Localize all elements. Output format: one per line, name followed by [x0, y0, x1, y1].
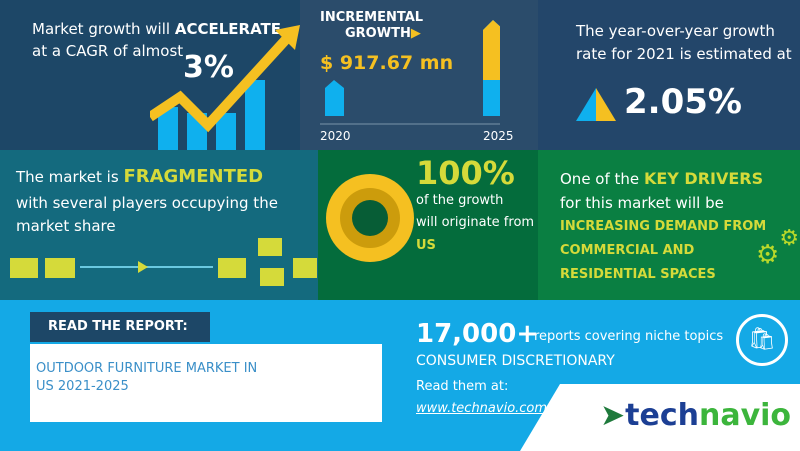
year-2020: 2020 — [320, 129, 351, 143]
reports-count-text: reports covering niche topics — [534, 329, 724, 344]
buildings-icon — [10, 238, 317, 286]
read-report-banner: READ THE REPORT: — [30, 312, 210, 342]
drivers-text-1: One of the KEY DRIVERS — [560, 169, 764, 188]
website-link[interactable]: www.technavio.com — [416, 401, 548, 416]
yoy-panel: The year-over-year growth rate for 2021 … — [538, 0, 800, 150]
fragmented-panel: The market is FRAGMENTED with several pl… — [0, 150, 318, 300]
year-2025: 2025 — [483, 129, 514, 143]
driver-line-2: COMMERCIAL AND — [560, 243, 695, 258]
region-name: US — [416, 238, 436, 253]
region-value: 100% — [416, 154, 515, 192]
incremental-panel: INCREMENTAL GROWTH▶ $ 917.67 mn 2020 202… — [300, 0, 538, 150]
incremental-value: $ 917.67 mn — [320, 52, 454, 74]
logo-area — [560, 384, 800, 451]
yoy-value: 2.05% — [624, 82, 742, 122]
region-panel: 100% of the growth will originate from U… — [318, 150, 538, 300]
fragmented-text-3: market share — [16, 217, 116, 235]
cagr-panel: Market growth will ACCELERATE at a CAGR … — [0, 0, 300, 150]
incremental-title-2: GROWTH▶ — [345, 26, 421, 41]
drivers-panel: One of the KEY DRIVERS for this market w… — [538, 150, 800, 300]
bottom-section: READ THE REPORT: OUTDOOR FURNITURE MARKE… — [0, 300, 800, 451]
report-card[interactable]: OUTDOOR FURNITURE MARKET IN US 2021-2025 — [30, 344, 382, 422]
bar-2020 — [325, 80, 344, 116]
reports-count: 17,000+ — [416, 319, 539, 349]
cagr-text-1: Market growth will ACCELERATE — [32, 20, 281, 38]
cagr-text-2: at a CAGR of almost — [32, 42, 184, 60]
growth-chart-icon — [150, 25, 300, 150]
report-title-1: OUTDOOR FURNITURE MARKET IN — [36, 361, 258, 376]
report-title-2: US 2021-2025 — [36, 379, 129, 394]
incremental-bars — [320, 20, 500, 125]
yoy-text-1: The year-over-year growth — [576, 22, 775, 40]
read-report-label: READ THE REPORT: — [48, 319, 188, 334]
driver-line-1: INCREASING DEMAND FROM — [560, 219, 767, 234]
cagr-value: 3% — [183, 50, 234, 85]
logo-area-slant — [520, 384, 560, 451]
yoy-text-2: rate for 2021 is estimated at — [576, 45, 792, 63]
triangle-icon — [576, 88, 616, 121]
region-text-2: will originate from — [416, 215, 535, 230]
drivers-text-2: for this market will be — [560, 194, 724, 212]
technavio-logo: ➤technavio — [600, 398, 792, 433]
fragmented-text-2: with several players occupying the — [16, 194, 278, 212]
shopping-bags-icon: 🛍 — [736, 314, 788, 366]
gears-icon: ⚙⚙ — [756, 226, 800, 270]
region-text-1: of the growth — [416, 193, 504, 208]
driver-line-3: RESIDENTIAL SPACES — [560, 267, 716, 282]
category: CONSUMER DISCRETIONARY — [416, 353, 615, 369]
donut-icon — [326, 174, 414, 262]
fragmented-text-1: The market is FRAGMENTED — [16, 166, 264, 187]
read-at-label: Read them at: — [416, 379, 509, 394]
incremental-title-1: INCREMENTAL — [320, 10, 424, 25]
